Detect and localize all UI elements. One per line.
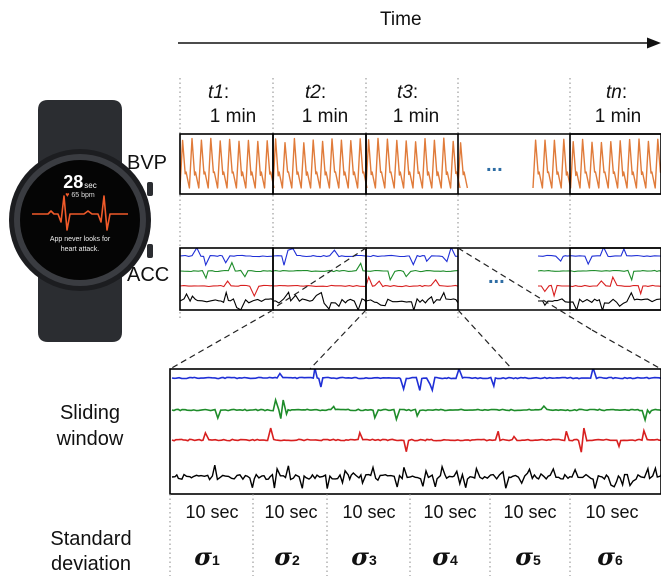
segment-t2-name: t2: [305, 82, 327, 103]
acc-trace-segment [272, 248, 367, 266]
sliding-trace-y [171, 397, 661, 424]
acc-trace-segment [365, 275, 459, 288]
acc-trace-segment [180, 261, 274, 280]
sliding-trace-z [171, 427, 661, 453]
sliding-window-frame [169, 368, 661, 495]
window-4-duration: 10 sec [423, 502, 477, 522]
segment-t1-duration: 1 min [209, 106, 257, 127]
sliding-trace-x [171, 369, 661, 394]
acc-trace-segment [180, 248, 274, 267]
heart-icon: ♥ [65, 192, 70, 199]
bvp-label: BVP [127, 152, 168, 174]
watch-ecg-trace [32, 195, 128, 231]
watch-time: 28sec [63, 172, 97, 192]
sliding-window-label-line2: window [56, 428, 124, 450]
sliding-window-label-line1: Sliding [59, 402, 121, 424]
watch-bpm: ♥ 65 bpm [65, 192, 95, 199]
acc-trace-segment [180, 280, 274, 298]
bvp-trace-segment [457, 142, 469, 189]
bvp-segment-boxes [179, 133, 661, 195]
acc-trace-segment [538, 275, 661, 298]
time-axis-label: Time [380, 9, 422, 30]
bvp-trace-segment [272, 137, 368, 189]
segment-tn-name: tn: [606, 82, 628, 103]
window-6-duration: 10 sec [585, 502, 639, 522]
window-dividers [169, 494, 571, 576]
sliding-trace-magnitude [171, 464, 661, 489]
std-label-line2: deviation [50, 553, 132, 575]
sigma-2: σ2 [274, 542, 300, 571]
watch-crown-bottom [147, 244, 153, 258]
segment-tn-duration: 1 min [594, 106, 642, 127]
acc-trace-segment [537, 248, 661, 266]
bvp-trace-segment [180, 137, 275, 189]
sliding-window-signal [171, 369, 661, 489]
acc-trace-segment [272, 284, 367, 288]
bvp-trace-segment [365, 137, 461, 189]
acc-trace-segment [365, 291, 459, 310]
bvp-signal [180, 137, 661, 189]
acc-ellipsis: ... [488, 266, 505, 288]
acc-trace-segment [180, 290, 274, 310]
acc-trace-segment [365, 269, 459, 282]
sigma-4: σ4 [432, 542, 458, 571]
watch-screen [20, 160, 140, 280]
window-5-duration: 10 sec [503, 502, 557, 522]
acc-trace-segment [272, 261, 367, 273]
window-1-duration: 10 sec [185, 502, 239, 522]
sigma-3: σ3 [351, 542, 377, 571]
segment-t3-name: t3: [397, 82, 419, 103]
watch-message-line2: heart attack. [60, 246, 100, 253]
zoom-connectors [169, 247, 661, 370]
watch-message-line1: App never looks for [49, 236, 111, 243]
segment-t2-duration: 1 min [301, 106, 349, 127]
acc-trace-segment [365, 248, 459, 266]
bvp-trace-segment [532, 138, 661, 189]
window-3-duration: 10 sec [342, 502, 396, 522]
window-2-duration: 10 sec [264, 502, 318, 522]
time-arrow-head [647, 37, 661, 49]
sigma-6: σ6 [597, 542, 623, 571]
acc-trace-segment [537, 291, 661, 310]
std-label-line1: Standard [50, 528, 132, 550]
acc-segment-boxes [179, 247, 661, 311]
watch-crown-top [147, 182, 153, 196]
sigma-5: σ5 [515, 542, 541, 571]
acc-trace-segment [537, 269, 661, 282]
smartwatch-illustration [9, 100, 153, 342]
acc-trace-segment [272, 291, 367, 310]
segment-t1-name: t1: [208, 82, 230, 103]
bvp-ellipsis: ... [486, 154, 503, 176]
acc-label: ACC [127, 264, 170, 286]
acc-signal [180, 248, 661, 310]
sigma-1: σ1 [194, 542, 220, 571]
segment-t3-duration: 1 min [392, 106, 440, 127]
